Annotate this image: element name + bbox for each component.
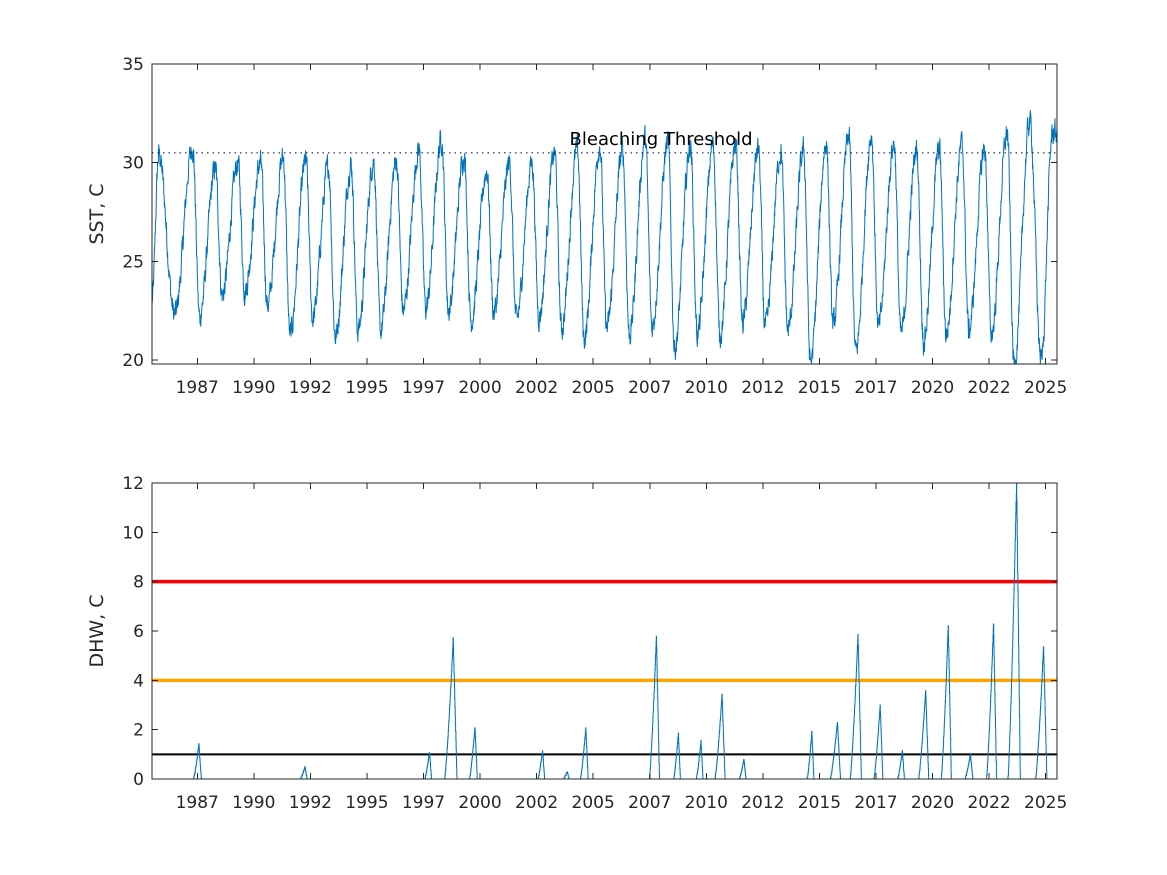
dhw-x-ticks: 1987 1990 1992 1995 1997 2000 2002 2005 2007 2010… <box>176 483 1067 813</box>
x-tick-label: 2000 <box>458 793 501 813</box>
y-tick-label: 30 <box>122 154 144 174</box>
y-tick-label: 12 <box>122 474 144 494</box>
x-tick-label: 1992 <box>289 378 332 398</box>
x-tick-label: 2025 <box>1024 793 1067 813</box>
x-tick-label: 2005 <box>572 378 615 398</box>
x-tick-label: 2005 <box>572 793 615 813</box>
x-tick-label: 2020 <box>911 793 954 813</box>
y-tick-label: 20 <box>122 351 144 371</box>
x-tick-label: 2025 <box>1024 378 1067 398</box>
sst-y-axis-label: SST, C <box>86 183 108 244</box>
dhw-y-ticks: 0 2 4 6 8 10 12 <box>122 474 1057 790</box>
x-tick-label: 2002 <box>515 793 558 813</box>
x-tick-label: 1987 <box>176 378 219 398</box>
x-tick-label: 2022 <box>967 378 1010 398</box>
bleaching-threshold-label: Bleaching Threshold <box>570 129 753 150</box>
x-tick-label: 1990 <box>232 793 275 813</box>
y-tick-label: 10 <box>122 523 144 543</box>
dhw-series-group <box>152 482 1057 780</box>
y-tick-label: 8 <box>133 573 144 593</box>
x-tick-label: 2002 <box>515 378 558 398</box>
dhw-axes: 0 2 4 6 8 10 12 1987 1990 1992 1995 1997 2000 2002 20… <box>86 474 1067 813</box>
x-tick-label: 2012 <box>741 378 784 398</box>
x-tick-label: 2015 <box>798 378 841 398</box>
x-tick-label: 1990 <box>232 378 275 398</box>
x-tick-label: 2010 <box>685 793 728 813</box>
sst-series-group <box>151 110 1058 365</box>
y-tick-label: 6 <box>133 622 144 642</box>
x-tick-label: 2017 <box>854 793 897 813</box>
dhw-series-line <box>152 482 1057 780</box>
x-tick-label: 2000 <box>458 378 501 398</box>
x-tick-label: 1987 <box>176 793 219 813</box>
x-tick-label: 2012 <box>741 793 784 813</box>
y-tick-label: 2 <box>133 721 144 741</box>
y-tick-label: 35 <box>122 55 144 75</box>
x-tick-label: 2022 <box>967 793 1010 813</box>
y-tick-label: 4 <box>133 671 144 691</box>
sst-y-ticks: 20 25 30 35 <box>122 55 1057 371</box>
dhw-reference-lines <box>152 579 1057 756</box>
x-tick-label: 1997 <box>402 793 445 813</box>
sst-x-ticks: 1987 1990 1992 1995 1997 2000 2002 2005 2007 2010… <box>176 64 1067 398</box>
x-tick-label: 1995 <box>345 793 388 813</box>
dhw-y-axis-label: DHW, C <box>86 594 108 667</box>
x-tick-label: 2010 <box>685 378 728 398</box>
dhw-axes-box <box>151 482 1058 780</box>
x-tick-label: 2015 <box>798 793 841 813</box>
x-tick-label: 1992 <box>289 793 332 813</box>
x-tick-label: 1995 <box>345 378 388 398</box>
y-tick-label: 0 <box>133 770 144 790</box>
y-tick-label: 25 <box>122 252 144 272</box>
x-tick-label: 1997 <box>402 378 445 398</box>
x-tick-label: 2007 <box>628 378 671 398</box>
x-tick-label: 2007 <box>628 793 671 813</box>
sst-series-line <box>151 110 1058 365</box>
x-tick-label: 2017 <box>854 378 897 398</box>
sst-axes-box <box>151 63 1058 365</box>
x-tick-label: 2020 <box>911 378 954 398</box>
